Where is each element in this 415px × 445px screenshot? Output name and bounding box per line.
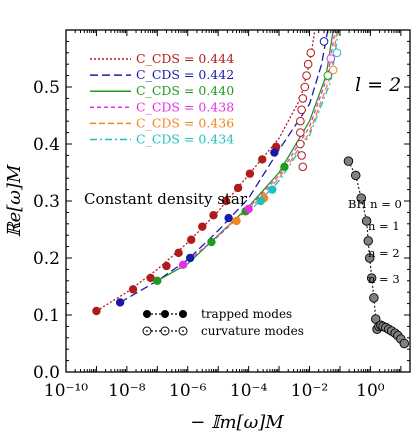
trapped-mode-marker-2-0 <box>153 276 162 285</box>
trapped-mode-marker-2-3 <box>280 162 289 171</box>
series-curve-5 <box>253 30 340 208</box>
x-tick-label: 10⁻⁸ <box>108 381 146 401</box>
x-tick-label: 10⁻¹⁰ <box>44 381 88 401</box>
trapped-mode-marker-0-6 <box>198 222 207 231</box>
bh-overtone-label-3: n = 3 <box>368 272 400 286</box>
bh-mode-marker-0 <box>343 156 354 166</box>
bh-mode-marker-6 <box>366 273 377 283</box>
legend-label-2: C_CDS = 0.440 <box>136 83 234 98</box>
curvature-mode-marker-0-8 <box>302 71 311 80</box>
legend-label-0: C_CDS = 0.444 <box>136 51 234 66</box>
trapped-mode-marker-1-2 <box>224 213 233 223</box>
curvature-mode-marker-0-2 <box>296 139 305 149</box>
x-tick-label: 10⁻² <box>291 381 328 401</box>
trapped-mode-marker-0-4 <box>174 248 183 258</box>
trapped-mode-marker-1-1 <box>185 253 195 263</box>
legend-label-5: C_CDS = 0.434 <box>136 132 234 147</box>
bh-overtone-label-0: BH n = 0 <box>348 197 402 211</box>
x-axis-title: − 𝕀m[ω]M <box>190 412 284 433</box>
trapped-mode-marker-3-0 <box>178 260 188 270</box>
y-tick-label: 0.0 <box>33 363 60 383</box>
legend-label-1: C_CDS = 0.442 <box>136 67 234 82</box>
trapped-mode-marker-1-0 <box>115 298 125 307</box>
y-axis-title: ℝe[ω]M <box>4 164 25 237</box>
curvature-mode-marker-0-7 <box>300 82 310 92</box>
curvature-mode-marker-0-6 <box>298 94 308 103</box>
bh-mode-marker-4 <box>363 236 373 246</box>
legend-trapped-label: trapped modes <box>201 307 292 321</box>
y-tick-label: 0.4 <box>33 135 60 155</box>
bh-mode-marker-2 <box>356 193 366 203</box>
bh-mode-marker-5 <box>364 253 375 263</box>
y-tick-label: 0.3 <box>33 192 60 212</box>
legend-trapped-marker-1 <box>161 310 169 318</box>
trapped-mode-marker-0-11 <box>258 155 267 164</box>
trapped-mode-marker-0-8 <box>221 196 231 206</box>
trapped-mode-marker-1-3 <box>270 148 279 157</box>
trapped-mode-marker-0-7 <box>209 211 218 220</box>
trapped-mode-marker-5-0 <box>256 196 265 206</box>
legend-curvature-marker-dot-0 <box>146 330 148 332</box>
trapped-mode-marker-0-3 <box>162 261 171 271</box>
curvature-mode-marker-0-3 <box>296 128 305 137</box>
series-curve-1 <box>119 30 329 304</box>
bh-mode-marker-1 <box>350 170 361 181</box>
y-tick-label: 0.1 <box>33 306 60 326</box>
y-tick-label: 0.5 <box>33 78 60 98</box>
trapped-mode-marker-0-2 <box>146 273 155 283</box>
x-tick-label: 10⁰ <box>356 381 385 401</box>
bh-overtone-label-1: n = 1 <box>368 219 400 233</box>
curvature-mode-marker-0-10 <box>306 48 316 58</box>
l-label: l = 2 <box>355 74 401 96</box>
curvature-mode-marker-3-0 <box>326 54 336 63</box>
curvature-mode-marker-0-5 <box>297 105 306 115</box>
trapped-mode-marker-0-1 <box>128 285 138 294</box>
legend-trapped-marker-2 <box>179 310 187 318</box>
curvature-mode-marker-0-0 <box>298 162 308 172</box>
legend-curvature-marker-dot-2 <box>182 330 184 332</box>
data-marks <box>92 30 410 349</box>
bh-mode-marker-3 <box>361 216 372 226</box>
trapped-mode-marker-5-1 <box>268 185 277 194</box>
legend-curvature-label: curvature modes <box>201 324 304 338</box>
curvature-mode-marker-4-0 <box>328 65 338 75</box>
x-tick-label: 10⁻⁴ <box>230 381 268 401</box>
x-tick-label: 10⁻⁶ <box>169 381 207 401</box>
trapped-mode-marker-0-0 <box>92 306 101 316</box>
axes: 10⁻¹⁰ 10⁻⁸ 10⁻⁶ 10⁻⁴ 10⁻² 10⁰ 0.0 0.1 0.2 0.3 0.4 0… <box>4 29 411 433</box>
legend-curvature-marker-dot-1 <box>164 330 166 332</box>
curvature-mode-marker-0-1 <box>297 151 306 160</box>
legend-label-3: C_CDS = 0.438 <box>136 99 234 114</box>
curvature-mode-marker-1-0 <box>319 37 329 46</box>
curvature-mode-marker-0-9 <box>303 59 313 69</box>
y-tick-label: 0.2 <box>33 249 60 269</box>
bh-mode-marker-7 <box>369 293 379 303</box>
series-curve-3 <box>182 30 336 266</box>
curvature-mode-marker-5-0 <box>332 48 342 58</box>
star-label: Constant density star <box>84 190 248 208</box>
trapped-mode-marker-0-5 <box>187 235 196 244</box>
bh-mode-marker-19 <box>399 338 410 349</box>
trapped-mode-marker-0-9 <box>233 183 243 193</box>
trapped-mode-marker-3-1 <box>244 204 253 214</box>
trapped-mode-marker-0-10 <box>245 169 255 178</box>
legend-trapped-marker-0 <box>143 310 151 318</box>
legend-label-4: C_CDS = 0.436 <box>136 115 234 130</box>
curvature-mode-marker-2-0 <box>323 71 333 80</box>
bh-overtone-label-2: n = 2 <box>368 246 400 260</box>
trapped-mode-marker-2-1 <box>207 237 216 247</box>
curvature-mode-marker-0-4 <box>296 116 305 126</box>
series-curve-0 <box>96 30 316 312</box>
annotations: l = 2 Constant density star BH n = 0 n = 1 n… <box>84 74 402 338</box>
trapped-mode-marker-4-1 <box>232 216 241 226</box>
